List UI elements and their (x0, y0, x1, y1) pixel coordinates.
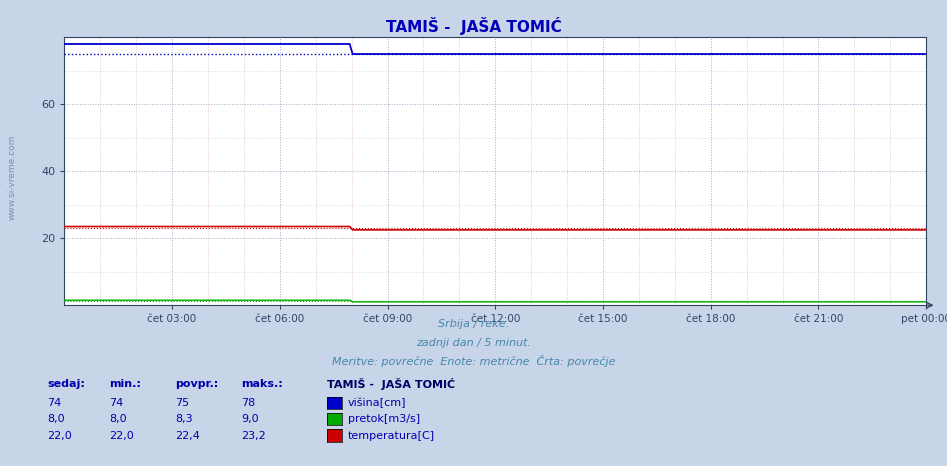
Text: TAMIŠ -  JAŠA TOMIĆ: TAMIŠ - JAŠA TOMIĆ (385, 17, 562, 34)
Text: 8,3: 8,3 (175, 414, 193, 425)
Text: maks.:: maks.: (241, 379, 283, 390)
Text: 22,0: 22,0 (109, 431, 134, 441)
Text: 8,0: 8,0 (47, 414, 65, 425)
Text: TAMIŠ -  JAŠA TOMIĆ: TAMIŠ - JAŠA TOMIĆ (327, 378, 455, 391)
Text: višina[cm]: višina[cm] (348, 398, 406, 408)
Text: 9,0: 9,0 (241, 414, 259, 425)
Text: www.si-vreme.com: www.si-vreme.com (8, 134, 17, 220)
Text: 75: 75 (175, 398, 189, 408)
Text: sedaj:: sedaj: (47, 379, 85, 390)
Text: zadnji dan / 5 minut.: zadnji dan / 5 minut. (416, 337, 531, 348)
Text: 22,4: 22,4 (175, 431, 200, 441)
Text: min.:: min.: (109, 379, 141, 390)
Text: 74: 74 (47, 398, 62, 408)
Text: povpr.:: povpr.: (175, 379, 219, 390)
Text: Meritve: povrečne  Enote: metrične  Črta: povrečje: Meritve: povrečne Enote: metrične Črta: … (331, 355, 616, 367)
Text: 74: 74 (109, 398, 123, 408)
Text: Srbija / reke.: Srbija / reke. (438, 319, 509, 329)
Text: 8,0: 8,0 (109, 414, 127, 425)
Text: temperatura[C]: temperatura[C] (348, 431, 435, 441)
Text: pretok[m3/s]: pretok[m3/s] (348, 414, 420, 425)
Text: 22,0: 22,0 (47, 431, 72, 441)
Text: 23,2: 23,2 (241, 431, 266, 441)
Text: 78: 78 (241, 398, 256, 408)
